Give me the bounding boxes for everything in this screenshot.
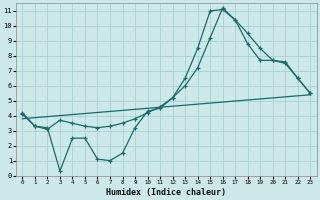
X-axis label: Humidex (Indice chaleur): Humidex (Indice chaleur) (106, 188, 226, 197)
